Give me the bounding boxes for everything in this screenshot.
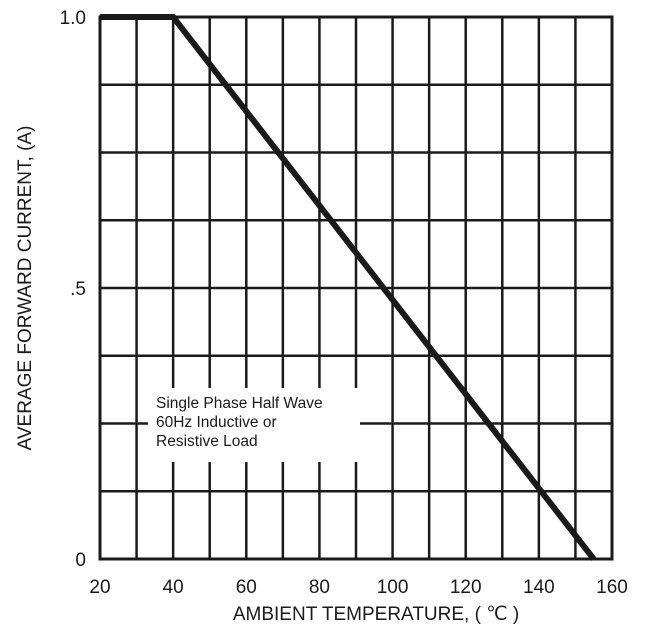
x-axis-label: AMBIENT TEMPERATURE, ( ℃ ) (233, 604, 519, 625)
annotation-line: Resistive Load (156, 433, 258, 450)
annotation-line: Single Phase Half Wave (156, 395, 323, 412)
annotation: Single Phase Half Wave 60Hz Inductive or R… (148, 388, 360, 462)
x-tick-label: 20 (89, 577, 110, 598)
y-tick-label: 0 (75, 550, 86, 571)
x-tick-label: 100 (377, 577, 409, 598)
series-layer (100, 14, 597, 561)
derating-curve (100, 14, 597, 561)
x-tick-label: 140 (523, 577, 555, 598)
x-tick-label: 60 (236, 577, 257, 598)
annotation-line: 60Hz Inductive or (156, 414, 277, 431)
y-axis-label: AVERAGE FORWARD CURRENT, (A) (15, 126, 36, 451)
x-tick-label: 160 (596, 577, 628, 598)
plot-frame (98, 15, 614, 561)
x-tick-label: 40 (163, 577, 184, 598)
x-tick-labels: 20 40 60 80 100 120 140 160 (89, 577, 627, 598)
x-tick-label: 120 (450, 577, 482, 598)
y-tick-labels: 0 .5 1.0 (60, 8, 86, 571)
x-tick-label: 80 (309, 577, 330, 598)
y-tick-label: .5 (70, 279, 86, 300)
y-tick-label: 1.0 (60, 8, 86, 29)
annotation-background (148, 388, 360, 462)
grid (100, 17, 612, 559)
